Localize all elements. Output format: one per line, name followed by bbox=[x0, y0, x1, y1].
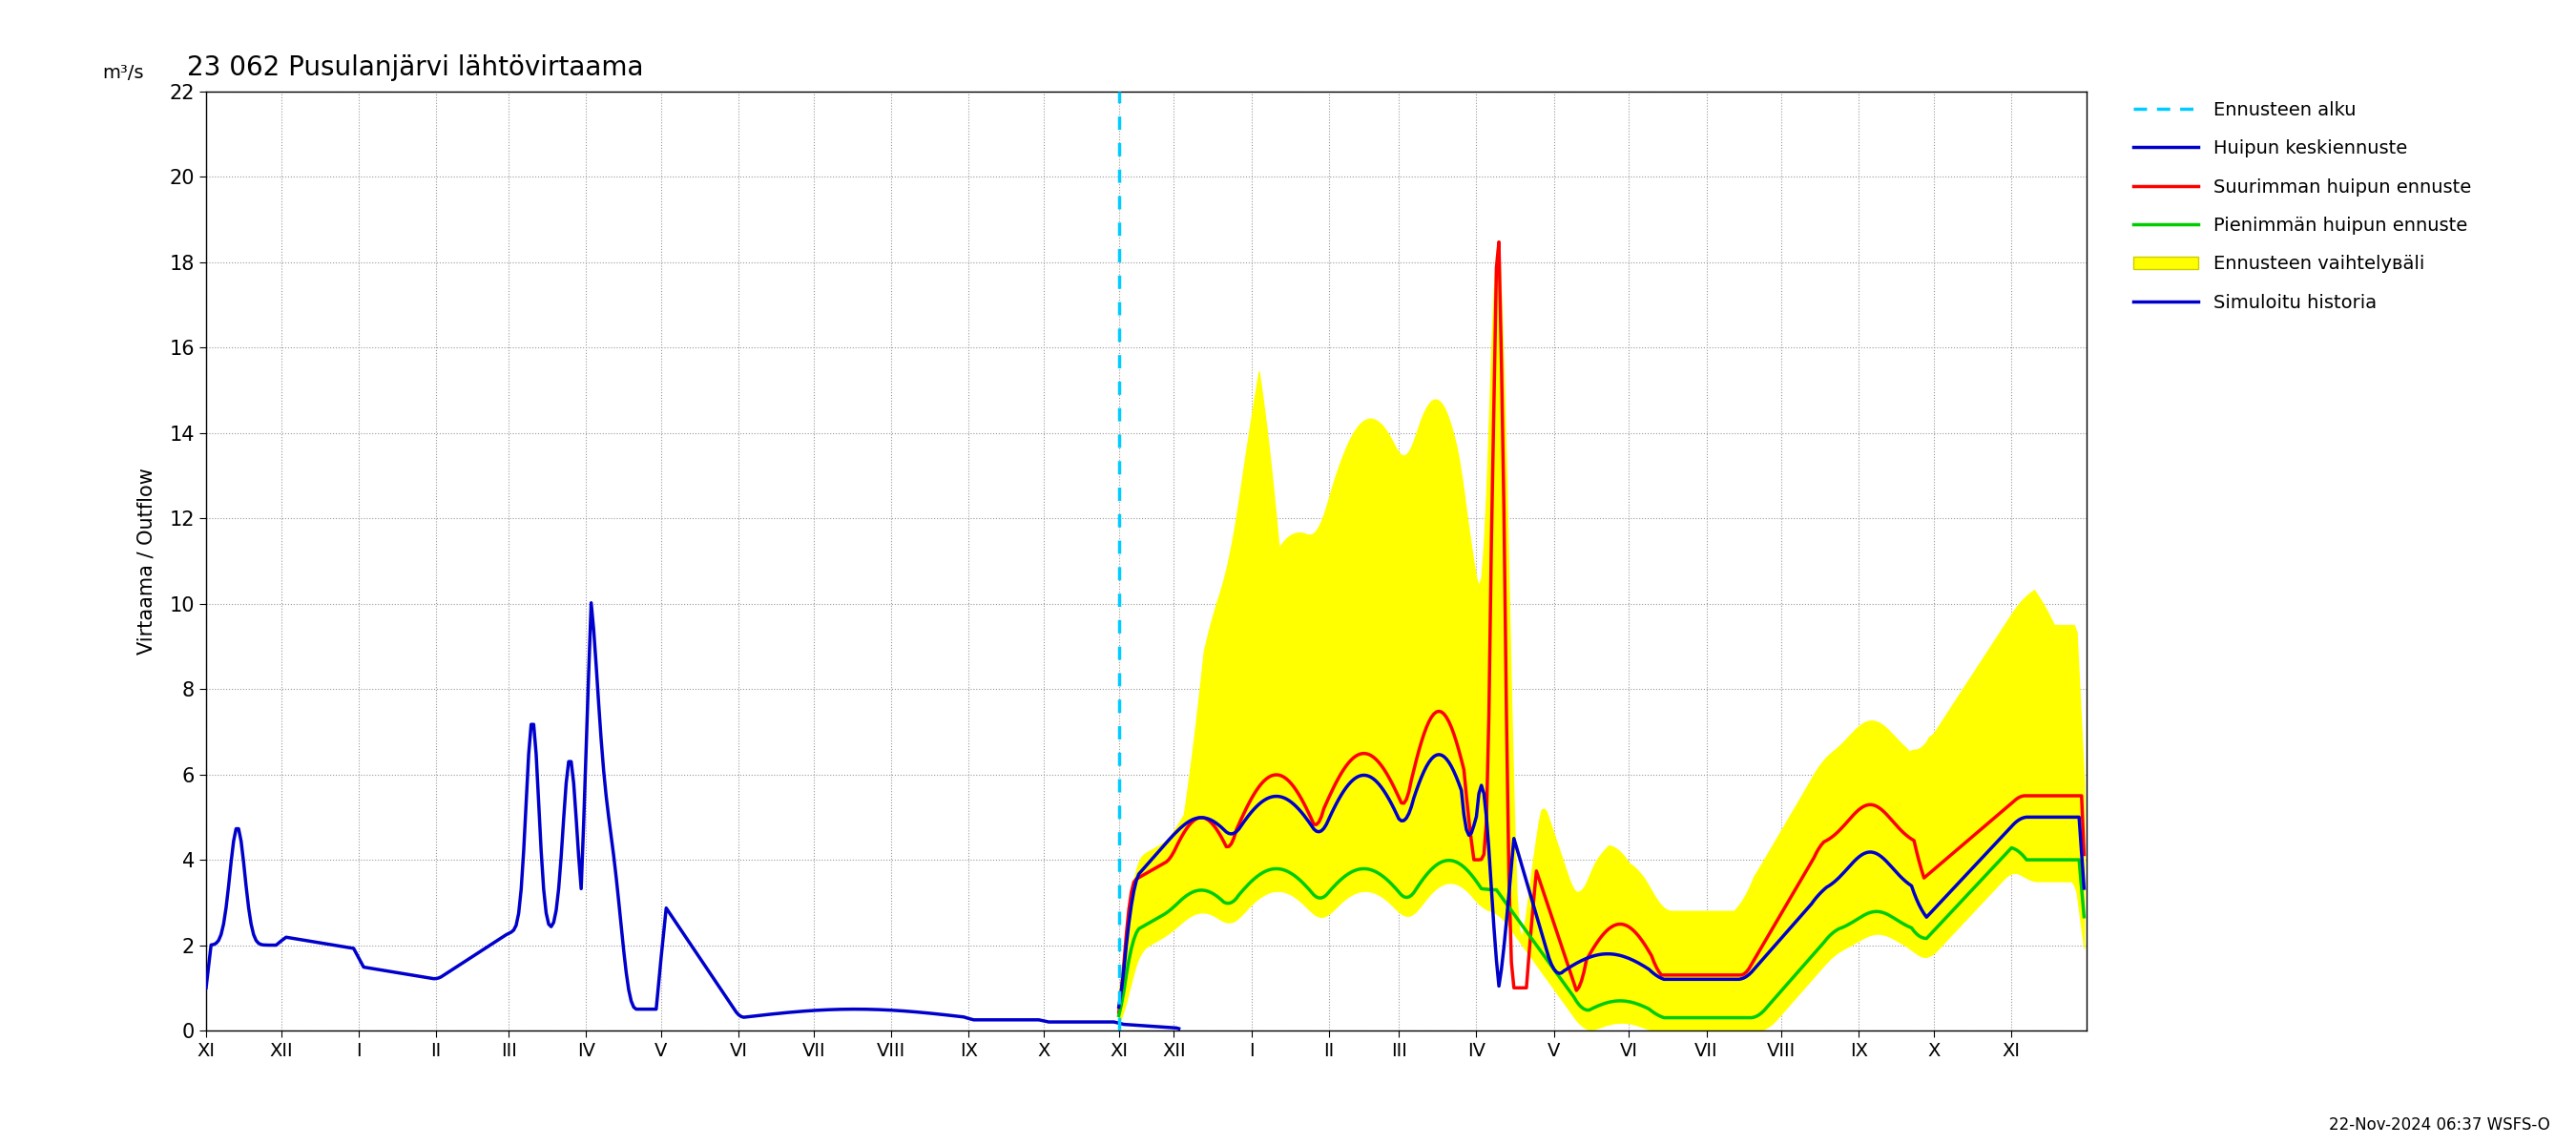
Y-axis label: Virtaama / Outflow: Virtaama / Outflow bbox=[137, 467, 157, 655]
Text: m³/s: m³/s bbox=[103, 64, 144, 82]
Text: 22-Nov-2024 06:37 WSFS-O: 22-Nov-2024 06:37 WSFS-O bbox=[2329, 1116, 2550, 1134]
Legend: Ennusteen alku, Huipun keskiennuste, Suurimman huipun ennuste, Pienimmän huipun : Ennusteen alku, Huipun keskiennuste, Suu… bbox=[2133, 101, 2470, 311]
Text: 23 062 Pusulanjärvi lähtövirtaama: 23 062 Pusulanjärvi lähtövirtaama bbox=[188, 55, 644, 81]
